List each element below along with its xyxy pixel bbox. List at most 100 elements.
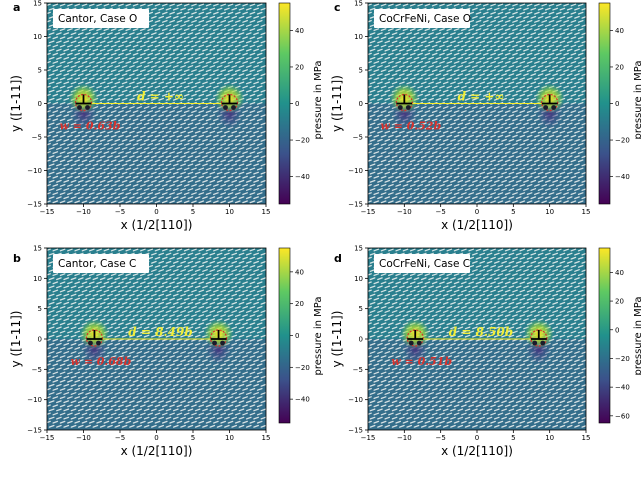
atom	[238, 260, 245, 264]
atom	[213, 200, 219, 204]
atom	[125, 346, 132, 350]
atom	[504, 85, 511, 89]
atom	[231, 392, 238, 395]
atom	[209, 106, 216, 109]
atom	[472, 24, 478, 27]
atom	[508, 155, 515, 159]
atom	[103, 183, 110, 187]
atom	[52, 200, 59, 204]
atom	[103, 3, 110, 7]
atom	[548, 19, 555, 23]
atom	[169, 404, 175, 408]
atom	[260, 163, 266, 167]
atom	[209, 130, 216, 134]
atom	[216, 147, 223, 150]
atom	[183, 355, 190, 359]
atom	[48, 171, 55, 175]
atom	[563, 192, 569, 196]
atom	[486, 301, 493, 305]
atom	[224, 15, 230, 19]
atom	[125, 60, 132, 64]
atom	[183, 151, 190, 155]
atom	[154, 248, 161, 252]
atom	[464, 285, 471, 289]
atom	[47, 101, 51, 105]
atom	[140, 69, 146, 73]
atom	[504, 3, 511, 7]
atom	[260, 24, 266, 27]
atom	[490, 11, 496, 15]
atom	[420, 310, 427, 313]
atom	[566, 40, 573, 44]
atom	[373, 183, 380, 187]
atom	[245, 359, 252, 363]
atom	[118, 379, 124, 383]
atom	[439, 151, 445, 155]
atom	[504, 273, 511, 277]
atom	[399, 188, 405, 191]
atom	[213, 126, 219, 130]
atom	[165, 334, 172, 338]
atom	[523, 40, 529, 44]
atom	[260, 15, 266, 19]
atom	[493, 32, 500, 36]
atom	[59, 85, 66, 89]
atom	[125, 281, 132, 285]
atom	[245, 310, 252, 313]
atom	[220, 256, 227, 260]
atom	[63, 334, 70, 338]
atom	[151, 383, 157, 387]
atom	[47, 77, 51, 80]
atom	[176, 412, 183, 416]
atom	[245, 56, 252, 60]
atom	[475, 110, 482, 114]
atom	[158, 81, 165, 85]
atom	[388, 200, 394, 204]
atom	[202, 24, 208, 27]
atom	[161, 404, 168, 408]
atom	[526, 281, 533, 285]
atom	[136, 383, 143, 387]
atom	[242, 159, 248, 163]
atom	[577, 93, 584, 97]
atom	[490, 134, 496, 138]
atom	[439, 110, 445, 114]
atom	[92, 56, 99, 60]
atom	[194, 15, 201, 19]
atom	[486, 122, 493, 126]
atom	[194, 171, 201, 175]
atom	[114, 130, 121, 134]
atom	[253, 408, 259, 412]
atom	[151, 147, 157, 150]
atom	[380, 126, 387, 130]
atom	[176, 404, 183, 408]
atom	[439, 118, 445, 122]
atom	[260, 171, 266, 175]
atom	[202, 408, 208, 412]
atom	[431, 200, 438, 204]
atom	[508, 48, 515, 52]
atom	[391, 163, 398, 167]
atom	[238, 301, 245, 305]
atom	[534, 281, 540, 285]
atom	[245, 277, 252, 281]
atom	[242, 387, 248, 391]
atom	[70, 416, 77, 420]
atom	[110, 346, 117, 350]
atom	[544, 285, 551, 289]
atom	[368, 248, 372, 252]
atom	[439, 200, 445, 204]
atom	[169, 281, 175, 285]
atom	[446, 289, 453, 293]
atom	[424, 134, 431, 138]
atom	[158, 277, 165, 281]
atom	[490, 297, 496, 301]
atom	[501, 171, 507, 175]
atom	[231, 15, 238, 19]
atom	[472, 147, 478, 150]
atom	[486, 89, 493, 93]
atom	[409, 200, 416, 204]
atom	[213, 85, 219, 89]
atom	[110, 322, 117, 326]
